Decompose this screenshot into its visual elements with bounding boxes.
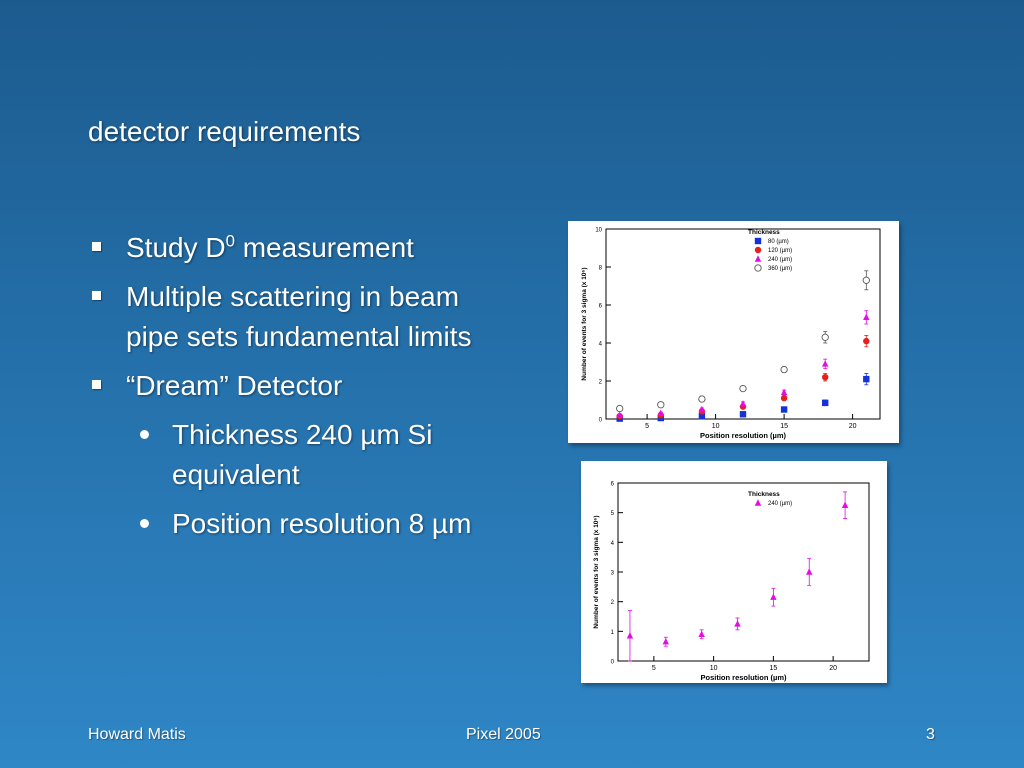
y-tick-label: 5 xyxy=(611,511,615,517)
legend-label: 120 (µm) xyxy=(768,248,792,254)
data-point xyxy=(739,384,747,393)
legend-marker xyxy=(754,499,762,506)
data-point xyxy=(616,411,623,418)
data-point xyxy=(780,406,788,413)
x-tick-label: 10 xyxy=(712,423,720,430)
slide-title: detector requirements xyxy=(88,116,361,147)
x-tick-label: 10 xyxy=(710,665,718,672)
legend-marker xyxy=(754,237,762,245)
footer-author: Howard Matis xyxy=(88,726,186,743)
legend-marker xyxy=(754,255,762,262)
y-tick-label: 10 xyxy=(595,228,602,234)
x-tick-label: 20 xyxy=(829,665,837,672)
superscript: 0 xyxy=(225,231,235,251)
data-point xyxy=(657,401,665,409)
bullet-study-d0: Study D0 measurement xyxy=(88,228,518,268)
data-point xyxy=(780,394,788,402)
data-point xyxy=(616,404,624,413)
data-point xyxy=(822,374,829,381)
legend-marker xyxy=(754,246,762,254)
sub-bullet-text: Thickness 240 µm Si equivalent xyxy=(172,419,433,490)
x-tick-label: 20 xyxy=(849,423,857,430)
y-tick-label: 8 xyxy=(599,266,603,272)
bullet-multiple-scattering: Multiple scattering in beam pipe sets fu… xyxy=(88,277,518,357)
y-tick-label: 1 xyxy=(611,630,615,636)
round-bullet-icon xyxy=(140,430,149,439)
bullet-list: Study D0 measurement Multiple scattering… xyxy=(88,228,518,553)
sub-bullet-position-resolution: Position resolution 8 µm xyxy=(88,504,518,544)
square-bullet-icon xyxy=(92,242,101,251)
bullet-text-after: measurement xyxy=(234,232,414,263)
data-point xyxy=(734,620,741,627)
data-point xyxy=(698,412,706,420)
legend-title: Thickness xyxy=(748,491,780,498)
square-bullet-icon xyxy=(92,380,101,389)
data-point xyxy=(822,399,829,407)
x-tick-label: 15 xyxy=(780,423,788,430)
x-axis-label: Position resolution (µm) xyxy=(701,673,787,682)
bullet-text: “Dream” Detector xyxy=(126,370,343,401)
y-tick-label: 2 xyxy=(599,380,603,386)
round-bullet-icon xyxy=(140,519,149,528)
x-tick-label: 5 xyxy=(645,423,649,430)
plot-frame xyxy=(605,228,881,420)
y-tick-label: 3 xyxy=(611,571,615,577)
sub-bullet-thickness: Thickness 240 µm Si equivalent xyxy=(88,415,518,495)
legend-label: 240 (µm) xyxy=(768,501,792,507)
bullet-text: Multiple scattering in beam pipe sets fu… xyxy=(126,281,472,352)
data-point xyxy=(863,375,870,383)
data-point xyxy=(862,276,870,284)
chart-svg: 0 2 4 6 8 10 5 10 15 20 Position resolution (µm) Nu… xyxy=(581,228,881,440)
data-point xyxy=(806,568,813,575)
legend-label: 240 (µm) xyxy=(768,257,792,263)
y-tick-label: 6 xyxy=(611,482,615,488)
thickness-comparison-chart: 0 2 4 6 8 10 5 10 15 20 Position resolution (µm) Nu… xyxy=(568,221,899,443)
data-point xyxy=(739,411,747,418)
data-point xyxy=(822,360,829,367)
x-tick-label: 15 xyxy=(769,665,777,672)
data-point xyxy=(626,632,634,639)
y-tick-label: 0 xyxy=(599,418,603,424)
data-point xyxy=(841,501,849,508)
legend-marker xyxy=(754,264,762,272)
data-point xyxy=(698,630,705,637)
data-point xyxy=(662,638,670,645)
bullet-text: Study D xyxy=(126,232,226,263)
data-point xyxy=(770,593,777,600)
footer-event: Pixel 2005 xyxy=(466,726,541,743)
legend-title: Thickness xyxy=(748,229,780,236)
plot-frame xyxy=(617,482,870,662)
y-axis-label: Number of events for 3 sigma (x 10⁶) xyxy=(593,515,600,628)
footer-page-number: 3 xyxy=(926,726,935,743)
y-tick-label: 4 xyxy=(611,541,615,547)
x-tick-label: 5 xyxy=(652,665,656,672)
legend-label: 80 (µm) xyxy=(768,239,789,245)
y-axis-label: Number of events for 3 sigma (x 10⁶) xyxy=(581,267,588,380)
data-point xyxy=(780,365,788,374)
bullet-dream-detector: “Dream” Detector xyxy=(88,366,518,406)
y-tick-label: 6 xyxy=(599,304,603,310)
data-point xyxy=(698,395,706,403)
data-point xyxy=(657,409,664,416)
y-tick-label: 2 xyxy=(611,600,615,606)
data-point xyxy=(821,333,829,341)
y-tick-label: 0 xyxy=(611,660,615,666)
sub-bullet-text: Position resolution 8 µm xyxy=(172,508,472,539)
data-point xyxy=(863,313,870,321)
data-point xyxy=(698,405,706,413)
y-tick-label: 4 xyxy=(599,342,603,348)
data-point xyxy=(780,388,788,396)
thickness-240-chart: 0 1 2 3 4 5 6 5 10 15 20 Position resolution (µm) Nu… xyxy=(581,461,887,683)
data-point xyxy=(863,337,870,345)
chart-svg: 0 1 2 3 4 5 6 5 10 15 20 Position resolution (µm) Nu… xyxy=(593,482,870,682)
x-axis-label: Position resolution (µm) xyxy=(700,431,786,440)
data-point xyxy=(739,400,747,407)
legend-label: 360 (µm) xyxy=(768,266,792,272)
square-bullet-icon xyxy=(92,291,101,300)
